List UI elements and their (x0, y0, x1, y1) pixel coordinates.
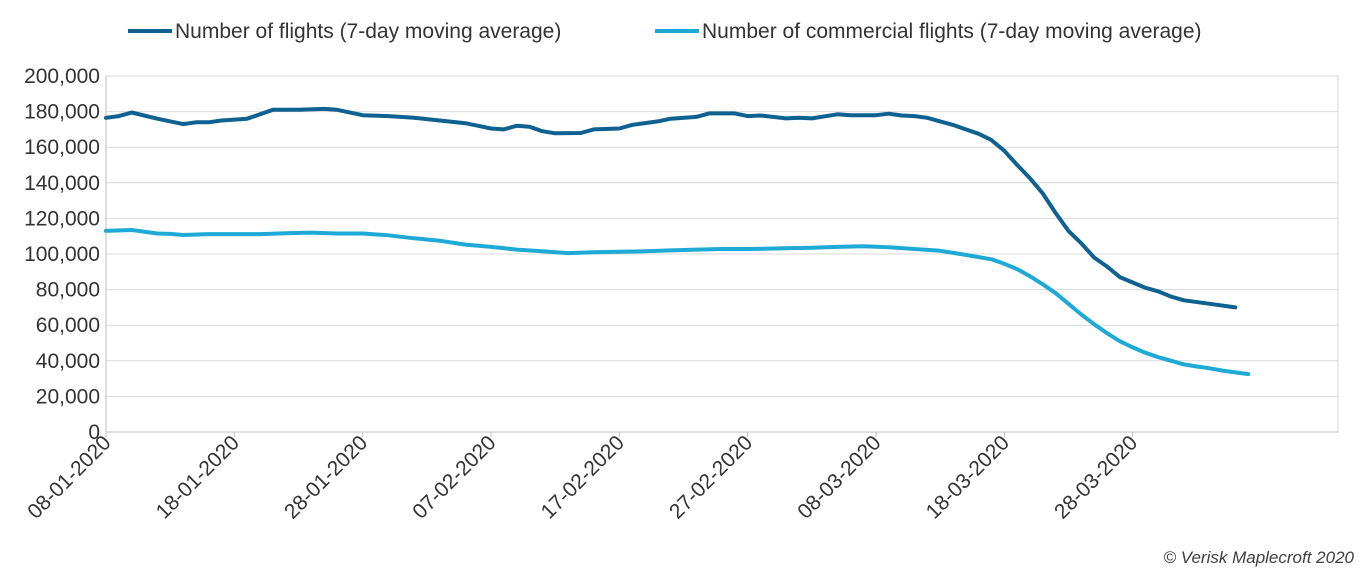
y-tick-label: 80,000 (36, 279, 100, 302)
y-tick-label: 100,000 (24, 243, 100, 266)
legend-label: Number of commercial flights (7-day movi… (702, 20, 1202, 43)
y-tick-label: 40,000 (36, 350, 100, 373)
source-credit: © Verisk Maplecroft 2020 (1164, 548, 1355, 567)
x-axis-tick-labels: 08-01-2020 18-01-2020 28-01-2020 07-02-2020… (23, 431, 1142, 523)
x-tick-label: 27-02-2020 (665, 431, 757, 523)
y-tick-label: 160,000 (24, 136, 100, 159)
gridlines (106, 75, 1338, 397)
y-tick-label: 120,000 (24, 207, 100, 230)
y-tick-label: 20,000 (36, 385, 100, 408)
y-tick-label: 140,000 (24, 172, 100, 195)
series-lines (104, 106, 1251, 377)
legend: Number of flights (7-day moving average)… (128, 20, 1202, 43)
series-line-2 (104, 228, 1251, 377)
x-tick-label: 08-01-2020 (23, 431, 115, 523)
x-tick-label: 28-01-2020 (280, 431, 372, 523)
x-tick-label: 07-02-2020 (408, 431, 500, 523)
legend-entry-2: Number of commercial flights (7-day movi… (655, 20, 1202, 43)
x-tick-label: 08-03-2020 (793, 431, 885, 523)
legend-label: Number of flights (7-day moving average) (175, 20, 561, 43)
x-tick-label: 28-03-2020 (1050, 431, 1142, 523)
y-tick-label: 200,000 (24, 65, 100, 88)
y-tick-label: 60,000 (36, 314, 100, 337)
x-tick-label: 18-03-2020 (922, 431, 1014, 523)
y-tick-label: 0 (88, 421, 100, 444)
x-tick-label: 18-01-2020 (152, 431, 244, 523)
x-tick-label: 17-02-2020 (537, 431, 629, 523)
legend-entry-1: Number of flights (7-day moving average) (128, 20, 561, 43)
y-tick-label: 180,000 (24, 101, 100, 124)
series-line-1 (104, 106, 1238, 310)
y-axis-tick-labels: 200,000 180,000 160,000 140,000 120,000 100,0… (24, 65, 100, 444)
